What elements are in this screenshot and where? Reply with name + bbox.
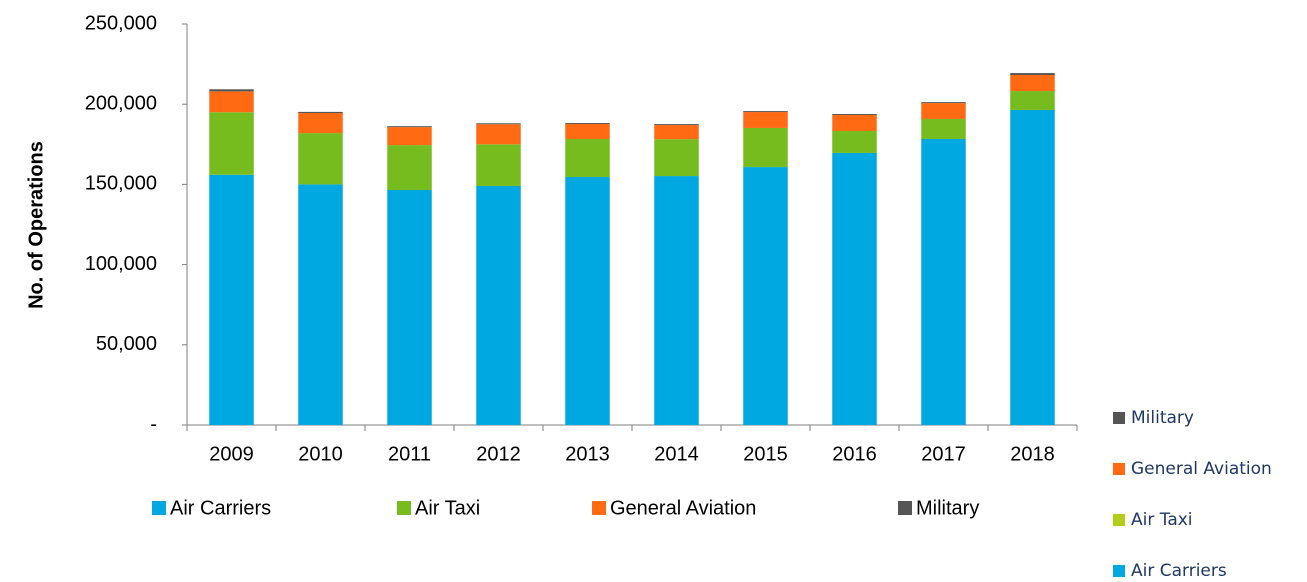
side-legend-label: Air Carriers xyxy=(1131,561,1227,581)
bar-segment xyxy=(476,123,521,125)
bar-segment xyxy=(565,139,610,178)
bar-segment xyxy=(743,127,788,168)
bar-segment xyxy=(476,186,521,425)
x-tick-label: 2009 xyxy=(209,443,254,465)
x-tick-label: 2018 xyxy=(1010,443,1055,465)
bar-segment xyxy=(387,126,432,128)
bar-segment xyxy=(832,152,877,425)
x-tick-label: 2012 xyxy=(476,443,521,465)
bar-segment xyxy=(743,167,788,426)
bar-segment xyxy=(921,102,966,104)
bar-segment xyxy=(209,91,254,113)
bar-segment xyxy=(654,176,699,425)
bar-segment xyxy=(921,103,966,119)
bar-segment xyxy=(298,184,343,425)
side-legend-swatch xyxy=(1113,514,1125,526)
bar-segment xyxy=(565,123,610,140)
y-tick-label: 250,000 xyxy=(85,12,157,34)
x-tick-label: 2014 xyxy=(654,443,699,465)
bar-segment xyxy=(298,133,343,185)
legend-label: General Aviation xyxy=(610,497,756,519)
legend-label: Military xyxy=(916,497,979,519)
side-legend-swatch xyxy=(1113,412,1125,424)
x-tick-label: 2016 xyxy=(832,443,877,465)
bar-segment xyxy=(387,127,432,146)
y-tick-label: 50,000 xyxy=(96,333,157,355)
bar-segment xyxy=(1010,73,1055,76)
bar-segment xyxy=(1010,75,1055,92)
bar-segment xyxy=(921,139,966,425)
bar-segment xyxy=(476,124,521,145)
legend-swatch xyxy=(152,501,166,515)
bar-segment xyxy=(743,111,788,113)
bar-segment xyxy=(654,124,699,126)
side-legend-swatch xyxy=(1113,565,1125,577)
bar-segment xyxy=(1010,91,1055,110)
bar-segment xyxy=(654,125,699,140)
bar-segment xyxy=(565,177,610,425)
legend-label: Air Taxi xyxy=(415,497,480,519)
x-tick-label: 2017 xyxy=(921,443,966,465)
bar-segment xyxy=(832,114,877,131)
legend-swatch xyxy=(898,501,912,515)
side-legend-label: Air Taxi xyxy=(1131,510,1193,530)
bar-segment xyxy=(832,113,877,115)
bar-segment xyxy=(1010,109,1055,426)
bar-segment xyxy=(387,145,432,191)
side-legend-label: Military xyxy=(1131,408,1194,428)
side-legend-label: General Aviation xyxy=(1131,459,1272,479)
x-tick-label: 2011 xyxy=(388,443,431,465)
legend-label: Air Carriers xyxy=(170,497,271,519)
y-tick-label: - xyxy=(150,413,157,435)
y-tick-label: 200,000 xyxy=(85,92,157,114)
legend-swatch xyxy=(397,501,411,515)
bar-segment xyxy=(654,139,699,177)
legend-swatch xyxy=(592,501,606,515)
bar-segment xyxy=(921,118,966,140)
bar-segment xyxy=(565,122,610,124)
y-tick-label: 100,000 xyxy=(85,253,157,275)
bar-segment xyxy=(743,112,788,128)
bar-segment xyxy=(387,190,432,425)
bar-segment xyxy=(298,111,343,114)
x-tick-label: 2013 xyxy=(565,443,610,465)
y-axis-label: No. of Operations xyxy=(25,141,47,309)
bar-segment xyxy=(209,112,254,175)
x-tick-label: 2010 xyxy=(298,443,343,465)
bar-segment xyxy=(476,144,521,187)
side-legend-swatch xyxy=(1113,463,1125,475)
bar-segment xyxy=(209,89,254,92)
x-tick-label: 2015 xyxy=(743,443,788,465)
y-tick-label: 150,000 xyxy=(85,173,157,195)
bar-segment xyxy=(832,130,877,153)
bar-segment xyxy=(209,174,254,425)
bar-segment xyxy=(298,113,343,134)
